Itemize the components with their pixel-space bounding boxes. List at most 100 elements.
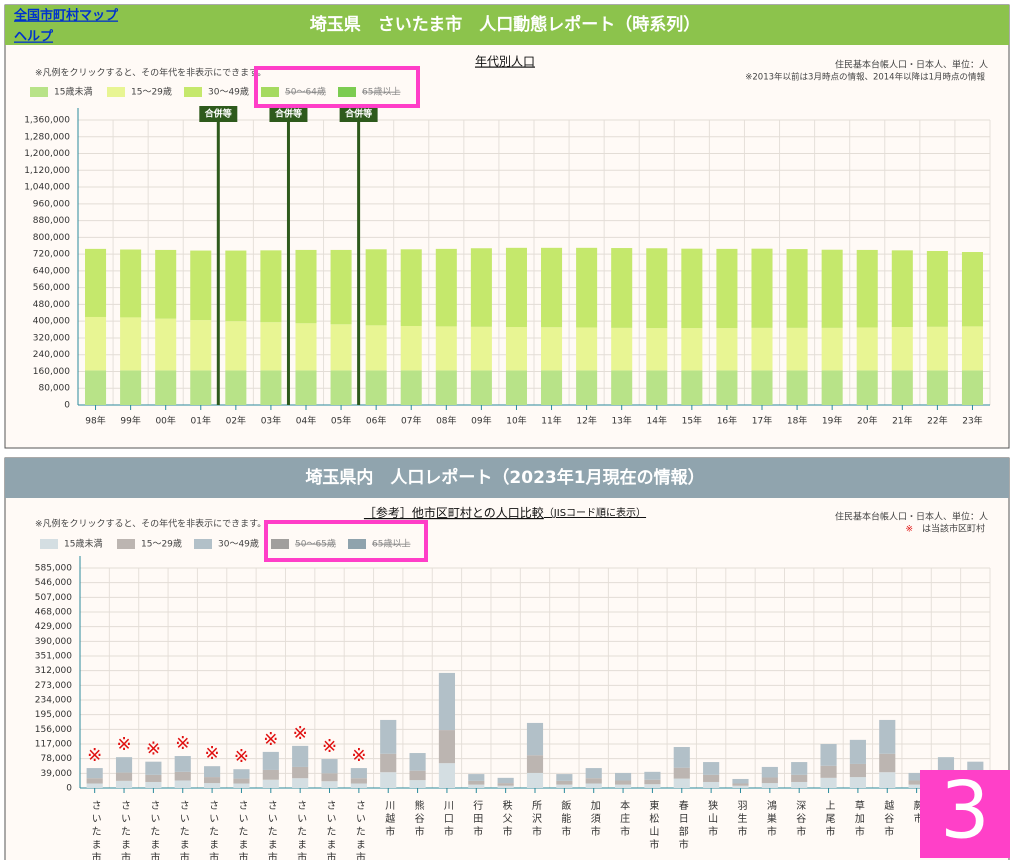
bar-segment [644, 771, 661, 780]
legend-swatch[interactable] [107, 87, 125, 97]
x-tick-label: 15年 [682, 415, 702, 427]
link[interactable]: 全国市町村マップ [13, 8, 119, 24]
legend-label[interactable]: 65歳以上 [362, 86, 400, 98]
x-tick-label: さいたま市 [324, 800, 336, 860]
bar-segment [908, 780, 925, 785]
bar-segment [400, 249, 422, 326]
panel-title: 埼玉県内 人口レポート（2023年1月現在の情報） [305, 467, 704, 488]
note: は当該市区町村 [922, 523, 985, 535]
legend-swatch[interactable] [117, 539, 135, 549]
bar-segment [821, 370, 843, 405]
legend-swatch[interactable] [338, 87, 356, 97]
y-tick-label: 720,000 [33, 250, 70, 260]
bar-segment [380, 772, 397, 788]
bar-segment [576, 327, 598, 371]
bar-segment [526, 722, 544, 756]
legend-label[interactable]: 15～29歳 [131, 86, 172, 98]
legend-swatch[interactable] [184, 87, 202, 97]
bar-segment [365, 370, 387, 405]
legend-swatch[interactable] [194, 539, 212, 549]
bar-segment [849, 763, 866, 778]
bar-segment [505, 370, 527, 405]
bar-segment [681, 370, 703, 405]
x-tick-label: さいたま市 [177, 800, 189, 860]
x-tick-label: 13年 [611, 415, 631, 427]
y-tick-label: 80,000 [39, 384, 71, 394]
bar-segment [292, 766, 309, 779]
y-tick-label: 1,120,000 [24, 166, 70, 176]
bar-segment [365, 325, 387, 371]
x-tick-label: 本庄市 [618, 799, 630, 839]
bar-segment [145, 774, 162, 782]
bar-segment [673, 747, 690, 768]
bar-segment [791, 762, 808, 775]
bar-segment [821, 249, 843, 328]
x-tick-label: 川越市 [383, 800, 395, 839]
x-tick-label: 深谷市 [794, 800, 806, 839]
legend-label[interactable]: 30～49歳 [208, 86, 249, 98]
bar-segment [576, 370, 598, 405]
legend-swatch[interactable] [348, 539, 366, 549]
bar-segment [541, 327, 563, 371]
bar-segment [849, 777, 866, 788]
y-tick-label: 507,000 [35, 593, 72, 603]
x-tick-label: 飯能市 [559, 799, 571, 839]
bar-segment [576, 247, 598, 328]
bar-segment [761, 766, 778, 778]
x-tick-label: さいたま市 [236, 800, 248, 860]
legend-label[interactable]: 30～49歳 [218, 538, 259, 550]
legend-label[interactable]: 15歳未満 [64, 538, 102, 550]
marker: ※ [293, 723, 308, 744]
legend-swatch[interactable] [40, 539, 58, 549]
x-tick-label: 02年 [226, 415, 246, 427]
legend-swatch[interactable] [261, 87, 279, 97]
x-tick-label: 16年 [717, 415, 737, 427]
bar-segment [908, 784, 925, 788]
legend-label[interactable]: 15～29歳 [141, 538, 182, 550]
legend-swatch[interactable] [30, 87, 48, 97]
bar-segment [926, 370, 948, 405]
bar-segment [644, 779, 661, 785]
legend-label[interactable]: 50～65歳 [295, 538, 336, 550]
legend-label[interactable]: 65歳以上 [372, 538, 410, 550]
x-tick-label: 04年 [296, 415, 316, 427]
x-tick-label: 03年 [261, 415, 281, 427]
bar-segment [321, 781, 338, 788]
chart-title: 年代別人口 [475, 55, 535, 69]
y-tick-label: 1,280,000 [24, 132, 70, 142]
bar-segment [786, 249, 808, 328]
bar-segment [497, 785, 514, 788]
bar-segment [856, 370, 878, 405]
legend-label[interactable]: 50～64歳 [285, 86, 326, 98]
bar-segment [791, 774, 808, 782]
legend-label[interactable]: 15歳未満 [54, 86, 92, 98]
bar-segment [350, 778, 367, 784]
bar-segment [541, 247, 563, 328]
bar-segment [85, 316, 107, 371]
y-tick-label: 800,000 [33, 233, 70, 243]
bar-segment [295, 323, 317, 371]
legend-swatch[interactable] [271, 539, 289, 549]
y-tick-label: 640,000 [33, 266, 70, 276]
bar-segment [820, 765, 837, 778]
x-tick-label: 20年 [857, 415, 877, 427]
chart-title: ［参考］他市区町村との人口比較（JISコード順に表示） [364, 505, 646, 520]
x-tick-label: 春日部市 [676, 800, 688, 852]
x-tick-label: 秩父市 [500, 800, 512, 839]
bar-segment [681, 328, 703, 371]
link[interactable]: ヘルプ [14, 30, 54, 45]
marker: ※ [322, 736, 337, 757]
bar-segment [468, 780, 485, 785]
bar-segment [879, 772, 896, 788]
x-tick-label: さいたま市 [119, 800, 131, 860]
bar-segment [438, 672, 456, 731]
bar-segment [350, 783, 367, 788]
panel-header [5, 5, 1009, 45]
bar-segment [145, 781, 162, 788]
bar-segment [409, 770, 426, 781]
bar-segment [292, 778, 309, 788]
bar-segment [673, 778, 690, 788]
bar-segment [585, 783, 602, 788]
bar-segment [115, 780, 133, 788]
